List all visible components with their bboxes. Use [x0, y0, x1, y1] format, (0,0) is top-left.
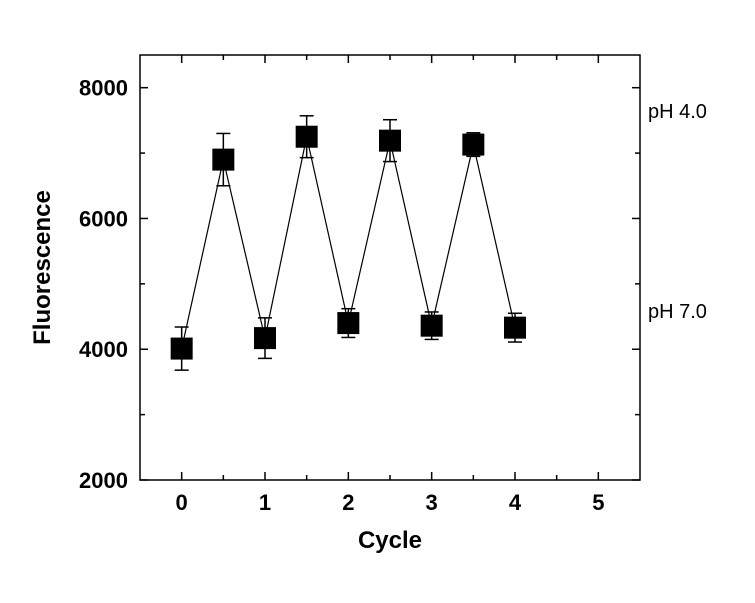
data-marker — [421, 315, 443, 337]
y-tick-label: 8000 — [79, 76, 128, 101]
annotation-label: pH 7.0 — [648, 301, 707, 323]
data-marker — [462, 134, 484, 156]
y-tick-label: 6000 — [79, 206, 128, 231]
data-marker — [254, 327, 276, 349]
x-tick-label: 5 — [592, 490, 604, 515]
chart-container: 0 1 2 3 4 5 2000 4000 6000 8000 Cycle Fluorescence p… — [0, 0, 755, 603]
plot-frame — [140, 55, 640, 480]
data-marker — [337, 312, 359, 334]
x-tick-label: 0 — [176, 490, 188, 515]
data-marker — [296, 126, 318, 148]
y-tick-label: 4000 — [79, 337, 128, 362]
y-tick-label: 2000 — [79, 468, 128, 493]
x-tick-label: 4 — [509, 490, 522, 515]
data-marker — [504, 317, 526, 339]
data-marker — [171, 338, 193, 360]
x-tick-label: 3 — [426, 490, 438, 515]
annotation-label: pH 4.0 — [648, 101, 707, 123]
x-tick-label: 1 — [259, 490, 271, 515]
fluorescence-cycle-chart: 0 1 2 3 4 5 2000 4000 6000 8000 Cycle Fluorescence p… — [0, 0, 755, 603]
data-marker — [212, 149, 234, 171]
y-axis-label: Fluorescence — [29, 190, 56, 345]
data-marker — [379, 130, 401, 152]
x-axis-label: Cycle — [358, 527, 422, 554]
x-tick-label: 2 — [342, 490, 354, 515]
